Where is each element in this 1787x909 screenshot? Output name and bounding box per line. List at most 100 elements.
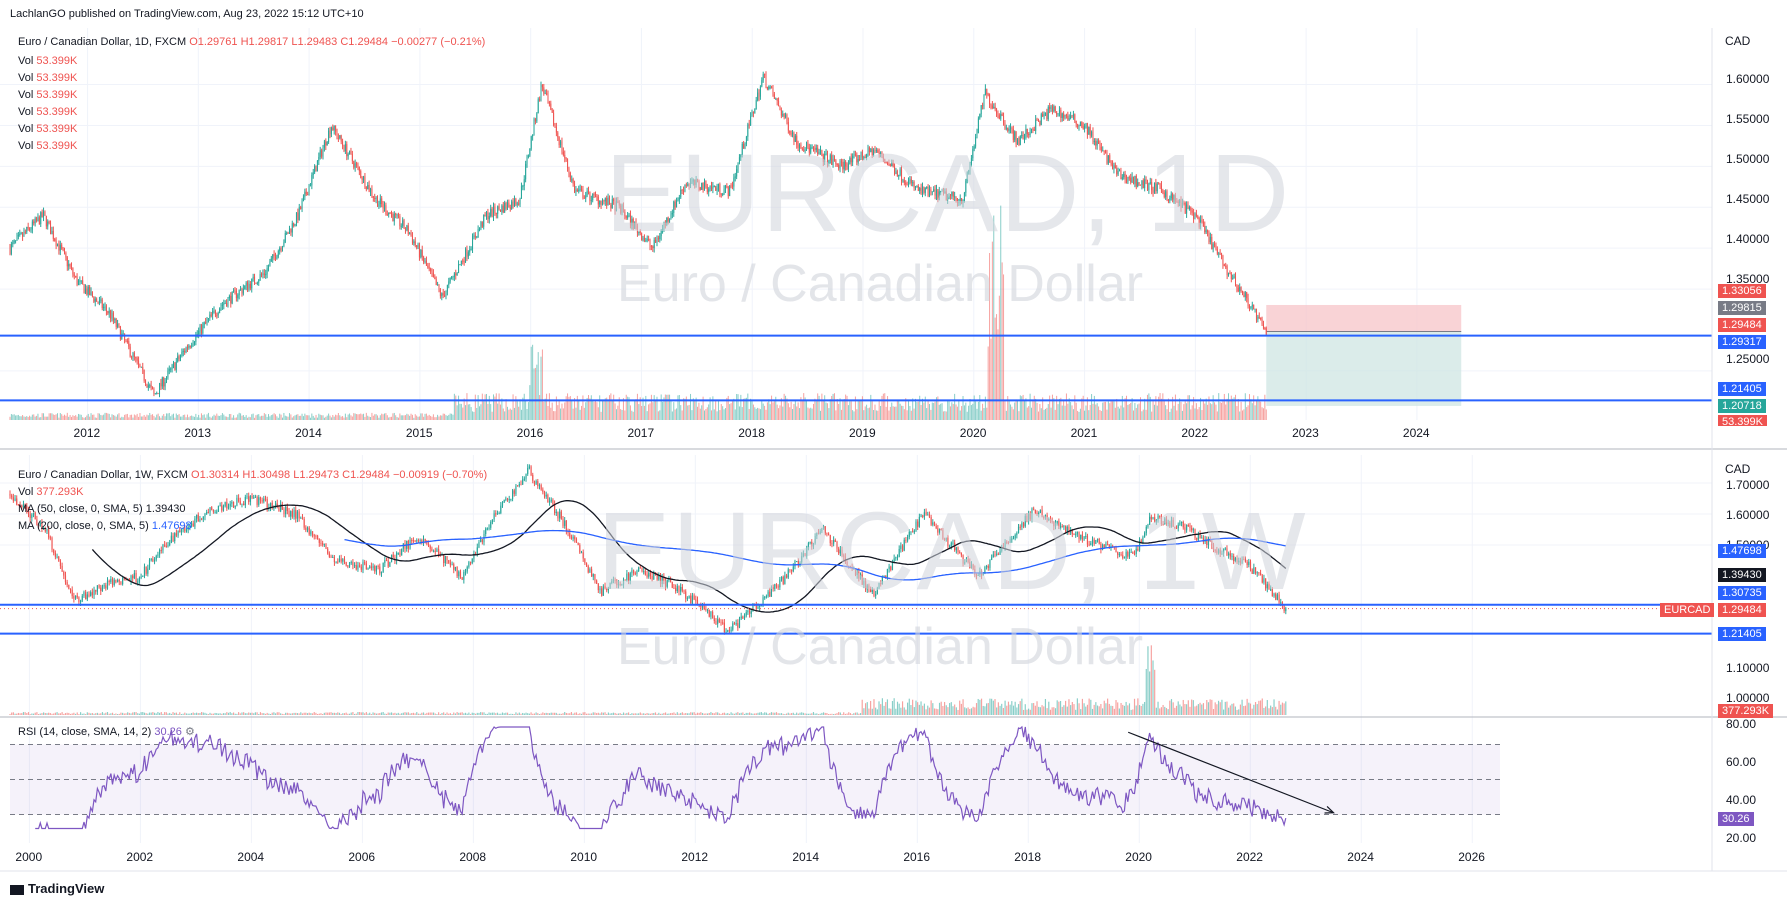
volume-bar — [1122, 704, 1124, 715]
volume-bar — [236, 713, 238, 715]
volume-bar — [463, 713, 465, 715]
volume-bar — [882, 393, 884, 420]
volume-bar — [453, 712, 455, 715]
candle-body — [1105, 543, 1107, 548]
volume-bar — [954, 704, 956, 715]
volume-bar — [989, 698, 991, 715]
volume-bar — [720, 713, 722, 715]
candle-body — [989, 559, 991, 568]
volume-bar — [518, 712, 520, 715]
volume-bar — [698, 712, 700, 715]
candle-body — [1187, 204, 1189, 209]
volume-bar — [754, 407, 756, 420]
volume-bar — [449, 713, 451, 715]
volume-bar — [710, 410, 712, 420]
candle-body — [1065, 114, 1067, 116]
volume-bar — [1079, 408, 1081, 420]
candle-body — [446, 556, 448, 561]
candle-body — [1128, 177, 1130, 179]
volume-bar — [910, 705, 912, 715]
candle-body — [370, 566, 372, 569]
candle-body — [848, 565, 850, 567]
volume-bar — [956, 406, 958, 420]
volume-bar — [509, 408, 511, 420]
volume-bar — [1126, 395, 1128, 420]
candle-body — [236, 497, 238, 506]
candle-body — [909, 179, 911, 181]
candle-body — [737, 623, 739, 628]
volume-bar — [1160, 398, 1162, 420]
candle-body — [244, 496, 246, 506]
candle-body — [330, 127, 332, 135]
volume-bar — [803, 393, 805, 420]
candle-body — [831, 155, 833, 165]
volume-bar — [945, 411, 947, 420]
candle-body — [74, 595, 77, 599]
volume-bar — [1152, 399, 1154, 420]
candle-body — [1137, 182, 1139, 187]
volume-bar — [1125, 701, 1127, 715]
candle-body — [1030, 128, 1032, 133]
volume-bar — [1107, 401, 1109, 420]
candle-body — [174, 363, 176, 370]
candle-body — [393, 213, 395, 222]
candle-body — [497, 206, 499, 214]
volume-bar — [303, 712, 305, 715]
volume-bar — [436, 714, 438, 715]
candle-body — [230, 295, 232, 304]
candle-body — [429, 546, 431, 549]
candle-body — [1114, 165, 1116, 169]
candle-body — [330, 556, 332, 558]
volume-bar — [895, 406, 897, 420]
candle-body — [256, 496, 258, 505]
candle-body — [764, 597, 766, 599]
volume-bar — [1015, 399, 1017, 420]
volume-bar — [604, 712, 606, 715]
volume-bar — [954, 393, 956, 420]
volume-bar — [964, 707, 966, 715]
candle-body — [1235, 276, 1237, 286]
candle-body — [782, 576, 784, 584]
volume-bar — [128, 417, 130, 420]
candle-body — [1063, 113, 1065, 118]
volume-bar — [938, 702, 941, 715]
candle-body — [618, 202, 620, 206]
volume-bar — [815, 401, 817, 420]
volume-bar — [736, 393, 738, 420]
volume-bar — [1251, 403, 1253, 420]
candle-body — [543, 492, 546, 497]
volume-bar — [495, 713, 497, 715]
candle-body — [1011, 127, 1013, 130]
candle-body — [1159, 515, 1161, 517]
candle-body — [276, 256, 278, 260]
candle-body — [1205, 229, 1207, 233]
volume-bar — [522, 397, 524, 420]
volume-bar — [36, 712, 38, 715]
candle-body — [947, 537, 949, 546]
candle-body — [117, 323, 119, 327]
candle-body — [1135, 175, 1137, 187]
volume-bar — [481, 712, 483, 715]
candle-body — [384, 560, 386, 564]
candle-body — [110, 310, 112, 319]
volume-bar — [1202, 399, 1204, 420]
volume-bar — [111, 712, 114, 715]
candle-body — [1192, 529, 1194, 531]
candle-body — [300, 517, 302, 519]
volume-bar — [207, 412, 209, 420]
volume-bar — [323, 712, 325, 715]
candle-body — [705, 608, 707, 610]
volume-bar — [938, 404, 940, 420]
volume-bar — [975, 703, 978, 715]
candle-body — [624, 212, 626, 217]
volume-bar — [422, 712, 425, 715]
volume-bar — [779, 405, 781, 420]
volume-bar — [792, 712, 794, 715]
candle-body — [503, 499, 505, 503]
candle-body — [1100, 543, 1102, 550]
candle-body — [886, 568, 889, 577]
volume-bar — [575, 407, 577, 420]
candle-body — [212, 509, 214, 512]
volume-bar — [692, 398, 694, 420]
